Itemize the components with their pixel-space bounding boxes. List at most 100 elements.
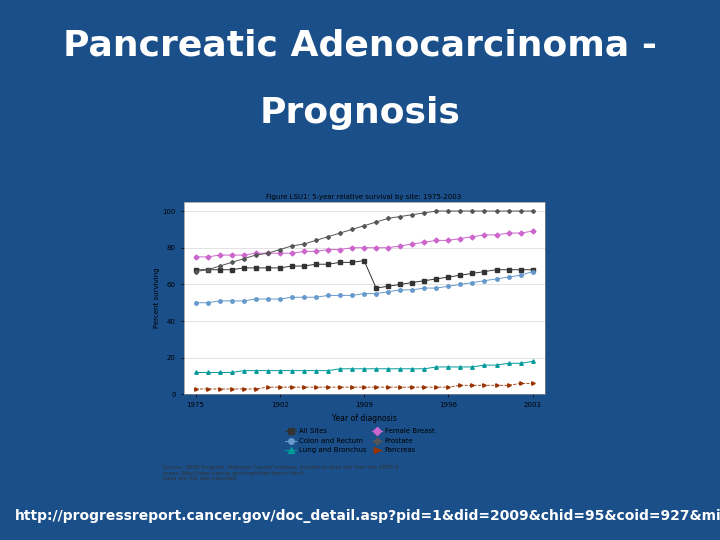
Pancreas bbox=[348, 384, 356, 390]
Female Breast bbox=[516, 230, 525, 237]
Pancreas bbox=[396, 384, 405, 390]
Colon and Rectum bbox=[456, 281, 464, 288]
Female Breast bbox=[251, 250, 260, 256]
Colon and Rectum bbox=[203, 300, 212, 306]
Female Breast bbox=[372, 245, 380, 251]
Colon and Rectum bbox=[468, 279, 477, 286]
Prostate bbox=[287, 242, 296, 249]
Prostate bbox=[203, 266, 212, 273]
Female Breast bbox=[492, 232, 501, 238]
Colon and Rectum bbox=[384, 288, 392, 295]
Pancreas bbox=[215, 386, 224, 392]
Lung and Bronchus bbox=[215, 369, 224, 376]
Line: All Sites: All Sites bbox=[194, 259, 534, 290]
Female Breast bbox=[396, 242, 405, 249]
Prostate bbox=[336, 230, 344, 237]
All Sites bbox=[287, 263, 296, 269]
Text: http://progressreport.cancer.gov/doc_detail.asp?pid=1&did=2009&chid=95&coid=927&: http://progressreport.cancer.gov/doc_det… bbox=[14, 509, 720, 523]
All Sites bbox=[276, 265, 284, 271]
Pancreas bbox=[276, 384, 284, 390]
Prostate bbox=[492, 208, 501, 214]
All Sites bbox=[444, 274, 453, 280]
All Sites bbox=[432, 275, 441, 282]
Pancreas bbox=[312, 384, 320, 390]
Female Breast bbox=[432, 237, 441, 244]
All Sites bbox=[251, 265, 260, 271]
Pancreas bbox=[324, 384, 333, 390]
All Sites bbox=[372, 285, 380, 291]
Pancreas bbox=[228, 386, 236, 392]
Colon and Rectum bbox=[420, 285, 428, 291]
All Sites bbox=[480, 268, 489, 275]
Colon and Rectum bbox=[276, 296, 284, 302]
All Sites bbox=[239, 265, 248, 271]
Pancreas bbox=[372, 384, 380, 390]
Prostate bbox=[312, 237, 320, 244]
Lung and Bronchus bbox=[239, 367, 248, 374]
All Sites bbox=[192, 266, 200, 273]
Lung and Bronchus bbox=[504, 360, 513, 367]
Colon and Rectum bbox=[324, 292, 333, 299]
All Sites bbox=[420, 278, 428, 284]
Female Breast bbox=[480, 232, 489, 238]
Female Breast bbox=[384, 245, 392, 251]
Colon and Rectum bbox=[372, 291, 380, 297]
Prostate bbox=[251, 252, 260, 258]
Prostate bbox=[384, 215, 392, 221]
Lung and Bronchus bbox=[396, 366, 405, 372]
Prostate bbox=[468, 208, 477, 214]
Colon and Rectum bbox=[239, 298, 248, 304]
Pancreas bbox=[192, 386, 200, 392]
Prostate bbox=[228, 259, 236, 266]
Female Breast bbox=[192, 254, 200, 260]
Female Breast bbox=[300, 248, 308, 255]
Female Breast bbox=[456, 235, 464, 242]
Colon and Rectum bbox=[287, 294, 296, 300]
All Sites bbox=[264, 265, 272, 271]
Colon and Rectum bbox=[396, 287, 405, 293]
All Sites bbox=[516, 266, 525, 273]
Prostate bbox=[432, 208, 441, 214]
Pancreas bbox=[336, 384, 344, 390]
Prostate bbox=[239, 255, 248, 262]
Lung and Bronchus bbox=[287, 367, 296, 374]
Line: Lung and Bronchus: Lung and Bronchus bbox=[194, 360, 534, 374]
Female Breast bbox=[360, 245, 369, 251]
Lung and Bronchus bbox=[408, 366, 417, 372]
Lung and Bronchus bbox=[432, 364, 441, 370]
Lung and Bronchus bbox=[480, 362, 489, 368]
All Sites bbox=[408, 279, 417, 286]
Lung and Bronchus bbox=[528, 358, 537, 365]
Female Breast bbox=[276, 250, 284, 256]
Lung and Bronchus bbox=[228, 369, 236, 376]
Female Breast bbox=[444, 237, 453, 244]
Pancreas bbox=[408, 384, 417, 390]
Prostate bbox=[264, 250, 272, 256]
Y-axis label: Percent surviving: Percent surviving bbox=[153, 268, 160, 328]
All Sites bbox=[492, 266, 501, 273]
All Sites bbox=[203, 266, 212, 273]
Prostate bbox=[456, 208, 464, 214]
All Sites bbox=[300, 263, 308, 269]
Lung and Bronchus bbox=[203, 369, 212, 376]
Pancreas bbox=[203, 386, 212, 392]
Pancreas bbox=[264, 384, 272, 390]
Line: Pancreas: Pancreas bbox=[194, 382, 534, 391]
All Sites bbox=[384, 283, 392, 289]
Pancreas bbox=[456, 382, 464, 389]
Prostate bbox=[360, 222, 369, 229]
Line: Colon and Rectum: Colon and Rectum bbox=[194, 270, 534, 305]
Lung and Bronchus bbox=[372, 366, 380, 372]
Pancreas bbox=[251, 386, 260, 392]
Prostate bbox=[516, 208, 525, 214]
Lung and Bronchus bbox=[468, 364, 477, 370]
All Sites bbox=[324, 261, 333, 267]
Colon and Rectum bbox=[480, 278, 489, 284]
Colon and Rectum bbox=[492, 275, 501, 282]
Colon and Rectum bbox=[192, 300, 200, 306]
All Sites bbox=[360, 258, 369, 264]
Female Breast bbox=[528, 228, 537, 234]
Colon and Rectum bbox=[264, 296, 272, 302]
Text: Prognosis: Prognosis bbox=[260, 97, 460, 130]
Colon and Rectum bbox=[215, 298, 224, 304]
